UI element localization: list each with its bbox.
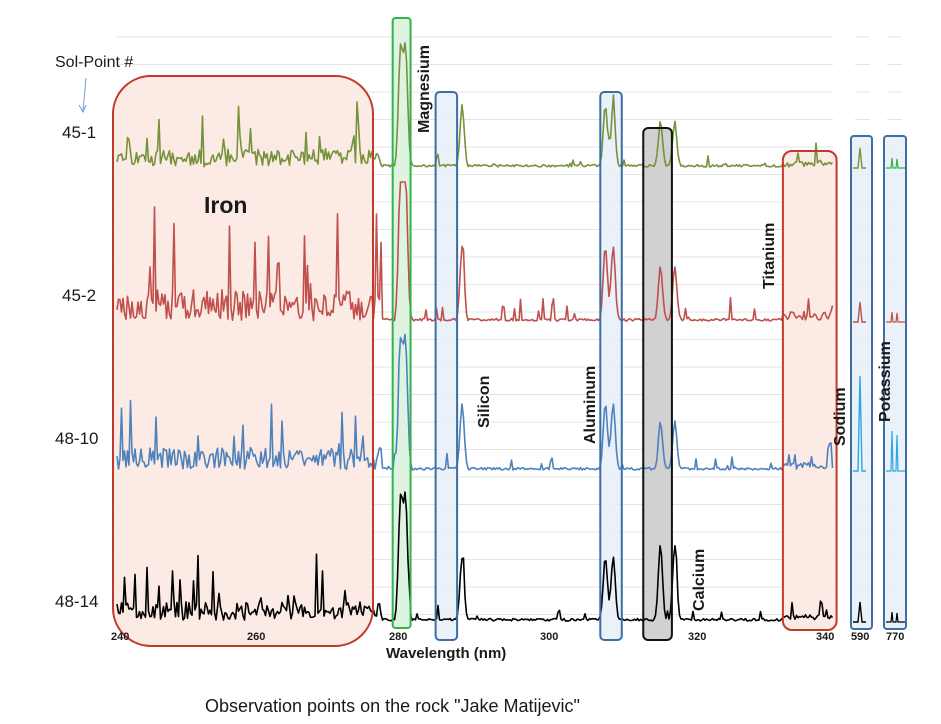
x-tick-300: 300 [540, 631, 558, 643]
x-tick-320: 320 [688, 631, 706, 643]
spectrum-45-2-sodium [853, 301, 866, 323]
spectrum-45-1-potassium [886, 157, 905, 169]
region-calcium-fill [643, 128, 672, 640]
region-magnesium [391, 17, 412, 629]
region-iron [112, 75, 374, 647]
region-potassium [883, 135, 907, 630]
label-calcium: Calcium [691, 549, 708, 611]
x-tick-590: 590 [851, 631, 869, 643]
spectrum-45-2 [116, 181, 834, 322]
spectrum-48-10-sodium [853, 375, 866, 472]
y-axis-arrow-head [78, 104, 87, 114]
region-magnesium-fill [392, 18, 411, 628]
spectrum-48-14 [116, 491, 834, 622]
region-silicon-fill [435, 92, 458, 640]
element-regions-border [112, 17, 907, 647]
spectrum-45-1 [116, 41, 834, 168]
element-regions-fill [113, 18, 906, 646]
label-silicon: Silicon [476, 376, 493, 428]
spectrum-48-10-potassium [886, 430, 905, 472]
spectrum-48-14-potassium [886, 611, 905, 623]
spectrum-48-14-sodium [853, 601, 866, 623]
label-potassium: Potassium [877, 341, 894, 422]
region-titanium-fill [782, 151, 837, 630]
x-tick-240: 240 [111, 631, 129, 643]
spectrum-48-10 [116, 333, 834, 471]
x-tick-280: 280 [389, 631, 407, 643]
x-tick-340: 340 [816, 631, 834, 643]
label-titanium: Titanium [761, 223, 778, 289]
chart-title: Observation points on the rock "Jake Mat… [205, 696, 580, 716]
spectra-lines [116, 41, 905, 623]
region-calcium [642, 127, 673, 641]
row-label-45-1: 45-1 [62, 123, 96, 142]
row-label-48-10: 48-10 [55, 429, 98, 448]
region-iron-fill [113, 76, 373, 646]
x-axis-label: Wavelength (nm) [386, 645, 506, 662]
label-magnesium: Magnesium [416, 45, 433, 133]
x-tick-770: 770 [886, 631, 904, 643]
x-tick-260: 260 [247, 631, 265, 643]
spectrum-45-1-sodium [853, 147, 866, 169]
region-sodium-fill [851, 136, 872, 629]
region-potassium-fill [884, 136, 906, 629]
y-axis-label: Sol-Point # [55, 54, 133, 71]
label-aluminum: Aluminum [582, 366, 599, 444]
region-sodium [850, 135, 873, 630]
row-label-45-2: 45-2 [62, 286, 96, 305]
spectrum-45-2-potassium [886, 311, 905, 323]
row-label-48-14: 48-14 [55, 592, 98, 611]
region-silicon [434, 91, 459, 641]
label-sodium: Sodium [832, 387, 849, 446]
region-aluminum-fill [600, 92, 622, 640]
label-iron: Iron [204, 192, 247, 218]
region-titanium [781, 150, 838, 631]
y-axis-arrow [82, 77, 87, 112]
region-aluminum [599, 91, 623, 641]
